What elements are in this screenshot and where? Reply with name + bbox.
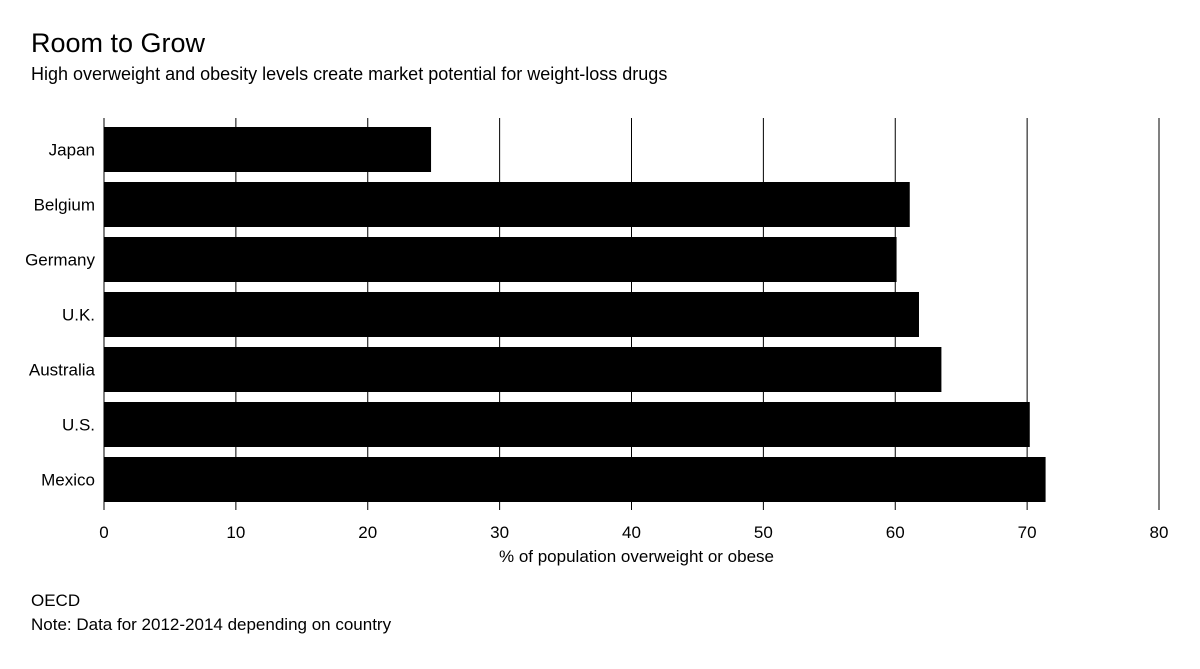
category-label: Mexico	[41, 471, 95, 490]
chart-title: Room to Grow	[31, 28, 206, 58]
x-tick-label: 80	[1150, 523, 1169, 542]
category-labels: Japan Belgium Germany U.K. Australia U.S. Mexi…	[25, 141, 95, 490]
x-tick-label: 20	[358, 523, 377, 542]
x-tick-label: 40	[622, 523, 641, 542]
x-axis-title: % of population overweight or obese	[499, 547, 774, 566]
x-tick-label: 50	[754, 523, 773, 542]
category-label: U.S.	[62, 416, 95, 435]
x-tick-label: 0	[99, 523, 108, 542]
bar-australia	[104, 347, 942, 392]
category-label: Germany	[25, 251, 95, 270]
chart-subtitle: High overweight and obesity levels creat…	[31, 64, 668, 84]
bar-u-s	[104, 402, 1030, 447]
bar-japan	[104, 127, 432, 172]
x-tick-label: 10	[226, 523, 245, 542]
bar-u-k	[104, 292, 919, 337]
category-label: Belgium	[34, 196, 95, 215]
bar-belgium	[104, 182, 910, 227]
category-label: Australia	[29, 361, 96, 380]
category-label: U.K.	[62, 306, 95, 325]
x-tick-label: 70	[1018, 523, 1037, 542]
bar-mexico	[104, 457, 1046, 502]
x-tick-label: 60	[886, 523, 905, 542]
x-axis-ticks: 0 10 20 30 40 50 60 70 80	[99, 523, 1168, 542]
footnote: Note: Data for 2012-2014 depending on co…	[31, 615, 392, 634]
source-text: OECD	[31, 591, 81, 610]
bars	[104, 127, 1046, 502]
x-tick-label: 30	[490, 523, 509, 542]
category-label: Japan	[49, 141, 95, 160]
bar-germany	[104, 237, 897, 282]
